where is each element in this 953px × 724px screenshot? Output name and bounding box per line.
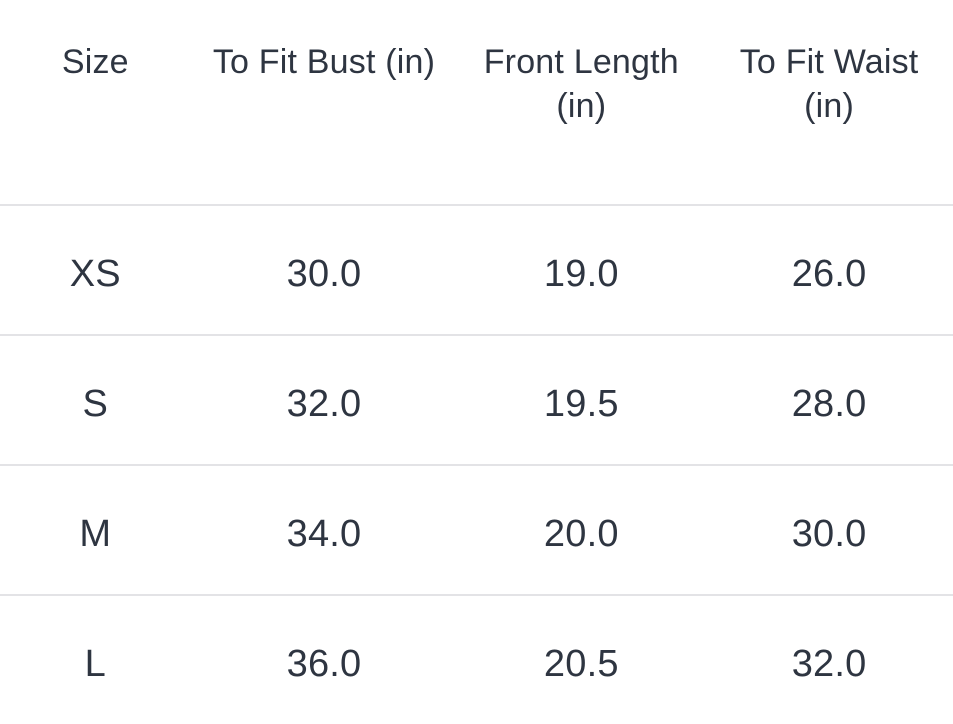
column-header-front-length-sub: (in) [556, 87, 607, 125]
column-header-waist-sub: (in) [804, 87, 855, 125]
table-row-l: L 36.0 20.5 32.0 [0, 595, 953, 724]
column-header-waist: To Fit Waist (in) [705, 0, 953, 205]
column-header-size-label: Size [61, 43, 129, 81]
cell-front-length: 20.0 [543, 513, 619, 555]
cell-size: XS [69, 253, 121, 295]
cell-size: M [79, 513, 112, 555]
column-header-front-length: Front Length (in) [457, 0, 705, 205]
cell-front-length: 19.5 [543, 383, 619, 425]
table-row-xs: XS 30.0 19.0 26.0 [0, 205, 953, 335]
column-header-waist-label: To Fit Waist [739, 43, 919, 81]
cell-front-length: 19.0 [543, 253, 619, 295]
size-chart-header: Size To Fit Bust (in) Front Length (in) … [0, 0, 953, 205]
cell-front-length: 20.5 [543, 643, 619, 685]
column-header-front-length-label: Front Length [483, 43, 679, 81]
cell-waist: 30.0 [791, 513, 867, 555]
column-header-size: Size [0, 0, 191, 205]
cell-waist: 28.0 [791, 383, 867, 425]
cell-bust: 36.0 [286, 643, 362, 685]
column-header-bust: To Fit Bust (in) [191, 0, 458, 205]
cell-waist: 32.0 [791, 643, 867, 685]
table-row-m: M 34.0 20.0 30.0 [0, 465, 953, 595]
cell-size: L [84, 643, 106, 685]
cell-size: S [82, 383, 109, 425]
cell-bust: 30.0 [286, 253, 362, 295]
size-chart-body: XS 30.0 19.0 26.0 S 32.0 19.5 28.0 M 34.… [0, 205, 953, 724]
header-row: Size To Fit Bust (in) Front Length (in) … [0, 0, 953, 205]
table-row-s: S 32.0 19.5 28.0 [0, 335, 953, 465]
cell-bust: 32.0 [286, 383, 362, 425]
cell-waist: 26.0 [791, 253, 867, 295]
cell-bust: 34.0 [286, 513, 362, 555]
column-header-bust-label: To Fit Bust (in) [212, 43, 436, 81]
